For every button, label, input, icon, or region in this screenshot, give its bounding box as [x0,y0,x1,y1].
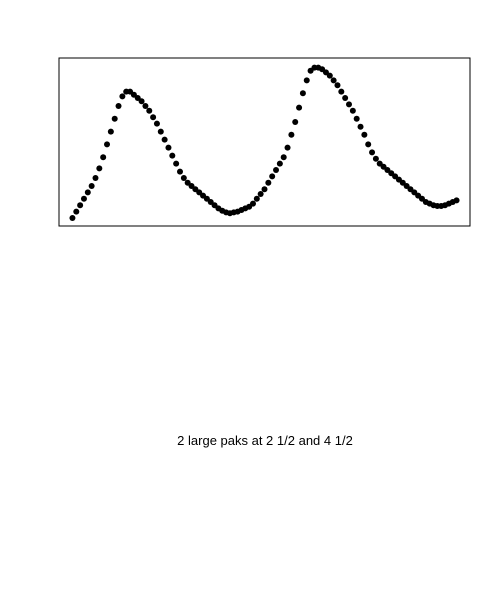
data-point [326,72,333,79]
data-point [173,160,180,167]
data-point [107,128,114,135]
data-point [369,149,376,156]
data-point [276,160,283,167]
data-point [73,208,80,215]
data-point [104,141,111,148]
data-point [92,175,99,181]
data-point [153,120,160,127]
data-point [372,155,379,162]
data-point [77,202,84,209]
data-point [111,115,118,122]
chart-caption: 2 large paks at 2 1/2 and 4 1/2 [177,433,353,448]
data-point [69,215,76,221]
data-point [361,131,368,138]
data-point [292,119,299,125]
data-point [280,154,287,161]
data-point [88,183,95,189]
data-point [357,123,364,130]
data-point [342,95,349,101]
data-point [115,103,122,109]
data-point [288,131,295,138]
data-point [299,90,306,97]
data-point [249,200,256,207]
data-point [177,168,183,175]
data-point [284,144,291,151]
data-point [161,136,168,143]
data-point [349,107,356,114]
data-point [303,77,310,84]
data-point [273,167,280,173]
data-point [365,141,372,148]
data-point [165,144,172,151]
data-point [346,101,352,108]
data-point [261,186,268,193]
data-point [330,77,337,84]
data-point [157,128,164,135]
data-point [453,197,460,204]
data-point [257,191,264,197]
data-point [296,104,303,111]
data-point [269,173,276,180]
data-point [338,88,345,95]
data-point [138,98,145,105]
data-points [69,64,460,221]
data-point [169,152,176,159]
plot-frame [58,57,471,227]
data-point [334,82,341,89]
data-point [146,107,153,114]
data-point [150,114,157,121]
data-point [119,93,126,100]
data-point [100,154,107,161]
data-point [180,175,187,181]
data-point [253,195,260,202]
data-point [353,115,360,122]
data-point [80,195,87,202]
data-point [96,165,103,172]
data-point [142,103,149,109]
data-point [84,189,91,196]
data-point [265,179,272,186]
